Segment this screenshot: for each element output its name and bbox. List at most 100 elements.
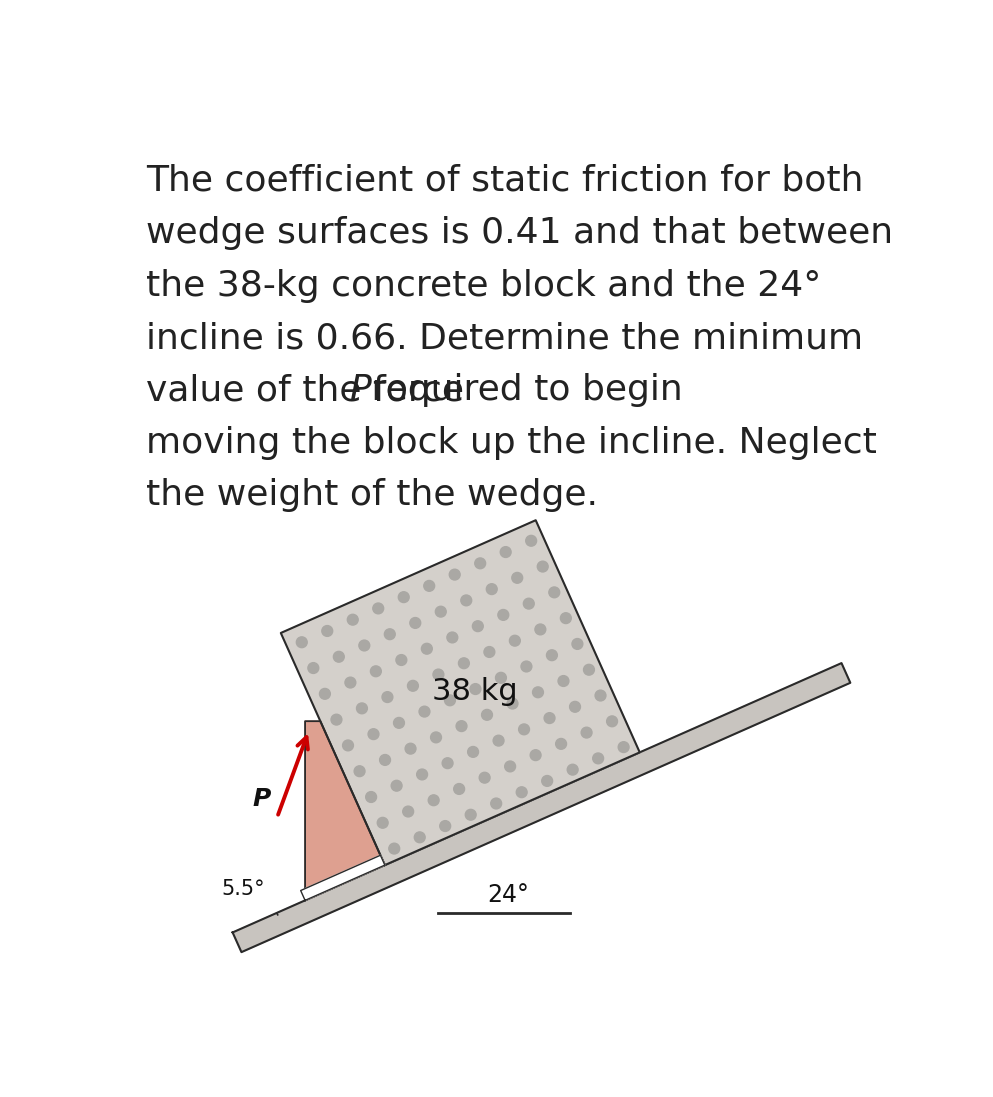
Text: 5.5°: 5.5° (221, 879, 265, 898)
Circle shape (507, 698, 518, 709)
Circle shape (497, 610, 508, 620)
Circle shape (456, 721, 467, 732)
Circle shape (396, 655, 407, 666)
Circle shape (549, 587, 560, 598)
Polygon shape (301, 856, 385, 901)
Circle shape (389, 844, 399, 853)
Circle shape (320, 689, 331, 699)
Circle shape (334, 652, 345, 663)
Circle shape (417, 769, 428, 780)
Circle shape (509, 635, 520, 646)
Circle shape (407, 680, 418, 691)
Circle shape (584, 665, 595, 675)
Circle shape (491, 799, 501, 808)
Circle shape (558, 676, 569, 687)
Circle shape (391, 780, 402, 791)
Circle shape (542, 776, 552, 787)
Circle shape (343, 740, 354, 750)
Text: incline is 0.66. Determine the minimum: incline is 0.66. Determine the minimum (146, 321, 863, 355)
Circle shape (581, 727, 592, 738)
Circle shape (567, 765, 578, 776)
Circle shape (431, 732, 442, 743)
Polygon shape (281, 520, 639, 866)
Circle shape (511, 573, 522, 584)
Circle shape (572, 638, 583, 649)
Circle shape (384, 629, 395, 640)
Circle shape (345, 677, 355, 688)
Text: 24°: 24° (487, 883, 528, 907)
Circle shape (414, 832, 425, 842)
Circle shape (595, 690, 606, 701)
Circle shape (535, 624, 546, 635)
Text: the weight of the wedge.: the weight of the wedge. (146, 478, 598, 512)
Circle shape (593, 753, 604, 764)
Circle shape (447, 632, 458, 643)
Circle shape (424, 580, 435, 591)
Circle shape (296, 637, 307, 647)
Text: P: P (252, 787, 271, 811)
Circle shape (494, 735, 504, 746)
Text: value of the force: value of the force (146, 373, 476, 407)
Circle shape (440, 821, 451, 832)
Circle shape (516, 787, 527, 798)
Polygon shape (232, 663, 850, 952)
Text: the 38-kg concrete block and the 24°: the 38-kg concrete block and the 24° (146, 269, 821, 303)
Circle shape (421, 643, 432, 654)
Circle shape (454, 783, 465, 794)
Circle shape (556, 738, 567, 749)
Circle shape (370, 666, 381, 677)
Circle shape (442, 758, 453, 769)
Circle shape (525, 535, 536, 546)
Circle shape (480, 772, 491, 783)
Circle shape (355, 766, 365, 777)
Circle shape (377, 817, 388, 828)
Circle shape (475, 558, 486, 568)
Circle shape (544, 713, 555, 723)
Circle shape (331, 714, 342, 725)
Circle shape (433, 669, 444, 680)
Text: The coefficient of static friction for both: The coefficient of static friction for b… (146, 163, 863, 197)
Circle shape (403, 806, 414, 817)
Circle shape (382, 692, 393, 702)
Circle shape (546, 649, 557, 660)
Circle shape (449, 569, 460, 580)
Circle shape (470, 683, 481, 694)
Circle shape (308, 663, 319, 674)
Text: moving the block up the incline. Neglect: moving the block up the incline. Neglect (146, 426, 877, 460)
Circle shape (530, 749, 541, 760)
Circle shape (532, 687, 543, 698)
Circle shape (504, 761, 515, 772)
Text: 38 kg: 38 kg (432, 677, 518, 706)
Circle shape (500, 546, 511, 557)
Text: P: P (349, 373, 370, 407)
Circle shape (518, 724, 529, 735)
Circle shape (523, 598, 534, 609)
Circle shape (496, 672, 506, 683)
Circle shape (372, 603, 383, 614)
Text: wedge surfaces is 0.41 and that between: wedge surfaces is 0.41 and that between (146, 216, 893, 250)
Circle shape (560, 613, 571, 623)
Circle shape (393, 717, 404, 728)
Polygon shape (305, 721, 385, 901)
Circle shape (482, 710, 493, 721)
Circle shape (570, 701, 581, 712)
Circle shape (435, 607, 446, 617)
Circle shape (419, 706, 430, 717)
Circle shape (537, 562, 548, 572)
Circle shape (358, 641, 369, 651)
Text: required to begin: required to begin (360, 373, 683, 407)
Circle shape (410, 618, 421, 629)
Circle shape (368, 728, 379, 739)
Circle shape (619, 742, 629, 753)
Circle shape (379, 755, 390, 766)
Circle shape (445, 694, 456, 705)
Circle shape (459, 658, 470, 669)
Circle shape (365, 792, 376, 802)
Circle shape (468, 747, 479, 757)
Circle shape (607, 716, 618, 726)
Circle shape (461, 595, 472, 606)
Circle shape (473, 621, 484, 632)
Circle shape (348, 614, 358, 625)
Circle shape (484, 646, 495, 657)
Circle shape (356, 703, 367, 714)
